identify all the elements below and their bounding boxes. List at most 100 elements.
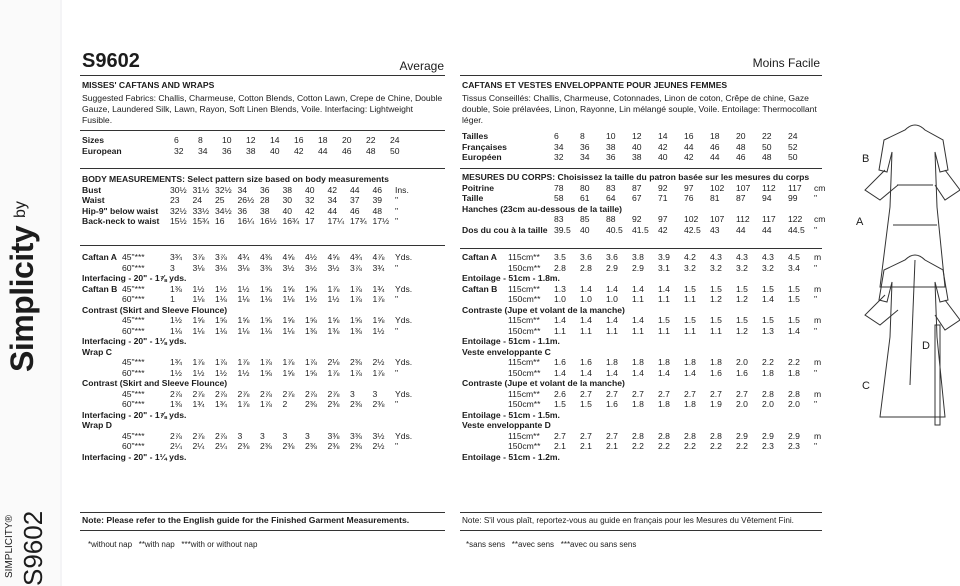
- rule: [460, 75, 822, 76]
- cell: 1.4: [580, 367, 592, 378]
- cell: 33½: [192, 205, 210, 216]
- cell: 1⅝: [305, 367, 317, 378]
- cell: 3⅛: [215, 262, 227, 273]
- cell: 2⅜: [327, 399, 340, 409]
- cell: 2.8: [554, 262, 566, 273]
- cell: 1.9: [710, 399, 722, 409]
- unit: ": [395, 399, 399, 409]
- cell: 2.2: [632, 441, 644, 451]
- cell: 1.5: [710, 315, 722, 325]
- cell: 1.6: [736, 367, 748, 378]
- row-heading: Entoilage - 51cm - 1.1m.: [462, 336, 560, 346]
- unit: ": [814, 367, 818, 378]
- cell: 32½: [215, 184, 232, 195]
- cell: 2⅞: [305, 388, 317, 399]
- fabric-width: 60"***: [122, 325, 145, 336]
- cell: 107: [710, 214, 725, 224]
- cell: 34: [554, 141, 564, 152]
- fabrics: Tissus Conseillés: Challis, Charmeuse, C…: [462, 93, 817, 125]
- unit: ": [395, 441, 399, 451]
- cell: 1⅜: [305, 325, 317, 336]
- row-label: Hip-9" below waist: [82, 205, 159, 216]
- cell: 16: [684, 131, 694, 141]
- cell: 4¾: [350, 252, 362, 262]
- cell: 2.1: [580, 441, 592, 451]
- cell: 2⅜: [305, 399, 317, 409]
- cell: 40: [658, 152, 668, 162]
- row-heading: MESURES DU CORPS: Choisissez la taille d…: [462, 172, 810, 182]
- cell: 3.2: [710, 262, 722, 273]
- table-row: 115cm** 1.6 1.6 1.8 1.8 1.8 1.8 1.8 2.0 2.2 2.2 m: [462, 357, 821, 368]
- table-row: Bust 30½ 31½ 32½ 34 36 38 40 42 44 46 Ins.: [82, 185, 409, 196]
- cell: 42: [658, 141, 668, 152]
- cell: 10: [222, 135, 232, 145]
- cell: 34½: [215, 205, 232, 216]
- cell: 1.8: [684, 357, 696, 367]
- table-row: Françaises 34 36 38 40 42 44 46 48 50 52: [462, 142, 814, 153]
- cell: 1.0: [580, 294, 592, 304]
- cell: 94: [762, 193, 772, 203]
- table-row: Hanches (23cm au-dessous de la taille): [462, 204, 825, 215]
- cell: 6: [554, 131, 559, 141]
- cell: 4.3: [710, 252, 722, 262]
- cell: 14: [658, 131, 668, 141]
- cell: 1⅞: [327, 283, 340, 294]
- cell: 1¾: [170, 357, 182, 367]
- cell: 30½: [170, 184, 187, 195]
- cell: 17¾: [350, 216, 367, 226]
- unit: m: [814, 388, 822, 399]
- cell: 2.7: [606, 430, 618, 441]
- cell: 1½: [305, 294, 317, 304]
- level: Average: [399, 59, 444, 73]
- rule: [80, 512, 445, 513]
- cell: 1.8: [658, 399, 670, 409]
- cell: 2.8: [658, 430, 670, 441]
- fabric-width: 45"***: [122, 315, 145, 325]
- table-row: 115cm** 1.4 1.4 1.4 1.4 1.5 1.5 1.5 1.5 1.5 1.5 m: [462, 315, 821, 326]
- table-row: Interfacing - 20" - 1⅞ yds.: [82, 410, 412, 421]
- cell: 1.8: [632, 399, 644, 409]
- fabrics: Suggested Fabrics: Challis, Charmeuse, C…: [82, 93, 443, 125]
- cell: 1½: [170, 367, 182, 378]
- cell: 1.6: [554, 357, 566, 367]
- fabric-width: 115cm**: [508, 388, 540, 399]
- cell: 1⅝: [305, 315, 317, 325]
- cell: 43: [710, 224, 720, 235]
- cell: 2¼: [192, 441, 205, 451]
- row-label-cell: Waist: [82, 195, 170, 206]
- cell: 2⅜: [350, 441, 362, 451]
- cell: 17½: [372, 216, 390, 226]
- unit: ": [395, 325, 399, 336]
- cell: 1.3: [762, 325, 774, 336]
- cell: 1.2: [736, 294, 748, 304]
- cell: 32: [174, 145, 184, 156]
- table-row: 150cm** 1.0 1.0 1.0 1.1 1.1 1.1 1.2 1.2 1.4 1.5 ": [462, 294, 821, 305]
- unit: Yds.: [395, 315, 413, 325]
- cell: 4.3: [762, 252, 774, 262]
- table-row: Interfacing - 20" - 1⅞ yds.: [82, 273, 412, 284]
- cell: 1.8: [658, 357, 670, 367]
- cell: 1.1: [632, 294, 644, 304]
- cell: 1⅛: [170, 325, 182, 336]
- cell: 1.5: [684, 283, 696, 294]
- cell: 1.8: [684, 399, 696, 409]
- row-heading: Entoilage - 51cm - 1.2m.: [462, 451, 560, 462]
- unit: Yds.: [395, 283, 413, 294]
- cell: 1.8: [788, 367, 800, 378]
- cell: 38: [632, 152, 642, 162]
- table-row: Interfacing - 20" - 1⅛ yds.: [82, 336, 412, 347]
- cell: 22: [762, 131, 772, 141]
- cell: 3.6: [606, 252, 618, 262]
- cell: 3⅞: [192, 252, 205, 262]
- cell: 1.4: [762, 294, 774, 304]
- cell: 1⅛: [282, 294, 295, 304]
- fabric-width: 45"***: [122, 357, 145, 367]
- cell: 2.8: [684, 430, 696, 441]
- unit: ": [395, 367, 399, 378]
- cell: 1.1: [710, 325, 722, 336]
- row-label-cell: 150cm**: [462, 263, 554, 274]
- cell: 3.8: [632, 252, 644, 262]
- cell: 2⅞: [215, 388, 227, 399]
- yardage-table: Caftan A 115cm** 3.5 3.6 3.6 3.8 3.9 4.2 4.3 4.3 4…: [462, 252, 821, 462]
- cell: 1⅞: [260, 357, 272, 367]
